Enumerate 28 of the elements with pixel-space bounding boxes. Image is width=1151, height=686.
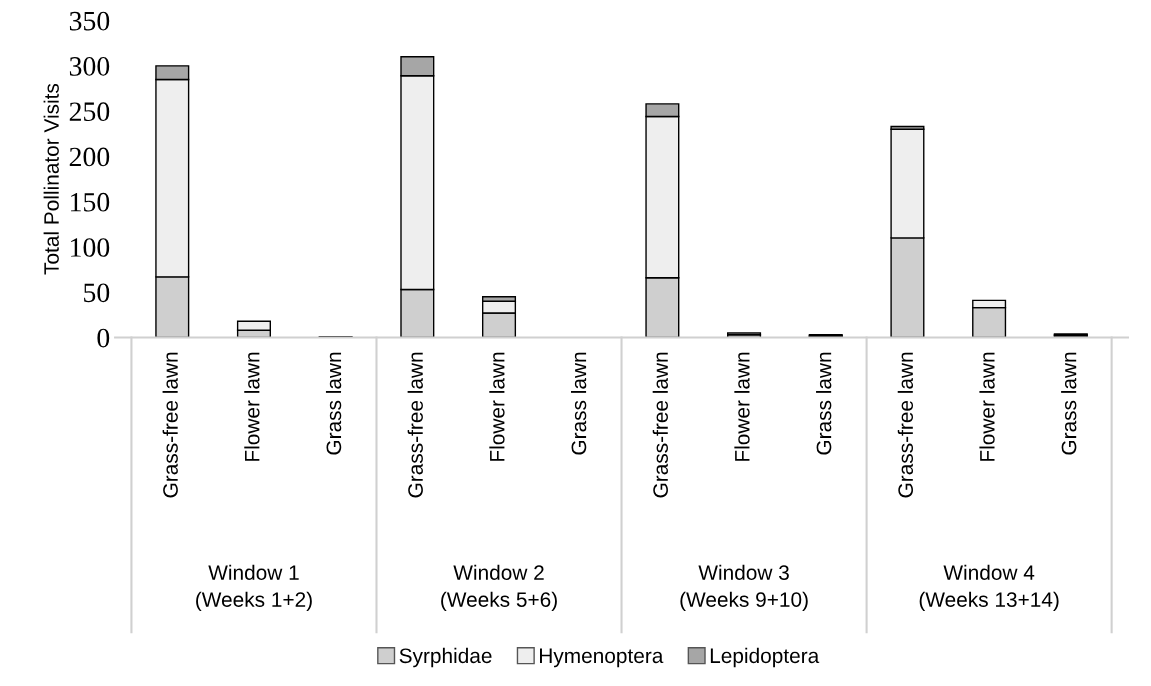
x-tick-label: Grass lawn xyxy=(816,352,832,455)
x-tick-label: Grass-free lawn xyxy=(162,352,178,498)
legend-label: Lepidoptera xyxy=(710,647,820,668)
y-axis-title: Total Pollinator Visits xyxy=(43,83,59,275)
legend-label: Syrphidae xyxy=(399,647,492,668)
y-tick-label: 200 xyxy=(69,147,110,167)
text: Window 3 (Weeks 9+10) xyxy=(680,564,808,612)
x-tick-label: Grass lawn xyxy=(570,352,587,455)
x-tick-label: Grass-free lawn xyxy=(652,352,668,498)
y-tick-label: 350 xyxy=(69,11,110,31)
y-tick-label: 50 xyxy=(84,283,110,303)
y-tick-label: 300 xyxy=(69,57,110,76)
y-tick-label: 250 xyxy=(69,102,110,122)
x-tick-label: Flower lawn xyxy=(979,352,995,461)
x-tick-label: Flower lawn xyxy=(244,352,260,461)
x-tick-label: Flower lawn xyxy=(489,352,505,461)
y-tick-label: 100 xyxy=(71,238,110,257)
x-tick-label: Grass lawn xyxy=(1061,352,1077,455)
text: Window 2 (Weeks 5+6) xyxy=(441,564,557,612)
x-tick-label: Grass-free lawn xyxy=(407,352,423,498)
legend-label: Hymenoptera xyxy=(540,648,664,668)
x-tick-label: Grass-free lawn xyxy=(897,352,914,498)
text: Window 1 (Weeks 1+2) xyxy=(196,564,312,612)
y-tick-label: 150 xyxy=(71,192,110,212)
x-tick-label: Grass lawn xyxy=(325,352,342,455)
x-tick-label: Flower lawn xyxy=(734,352,750,461)
text: Window 4 (Weeks 13+14) xyxy=(919,564,1059,612)
y-tick-label: 0 xyxy=(97,328,110,348)
